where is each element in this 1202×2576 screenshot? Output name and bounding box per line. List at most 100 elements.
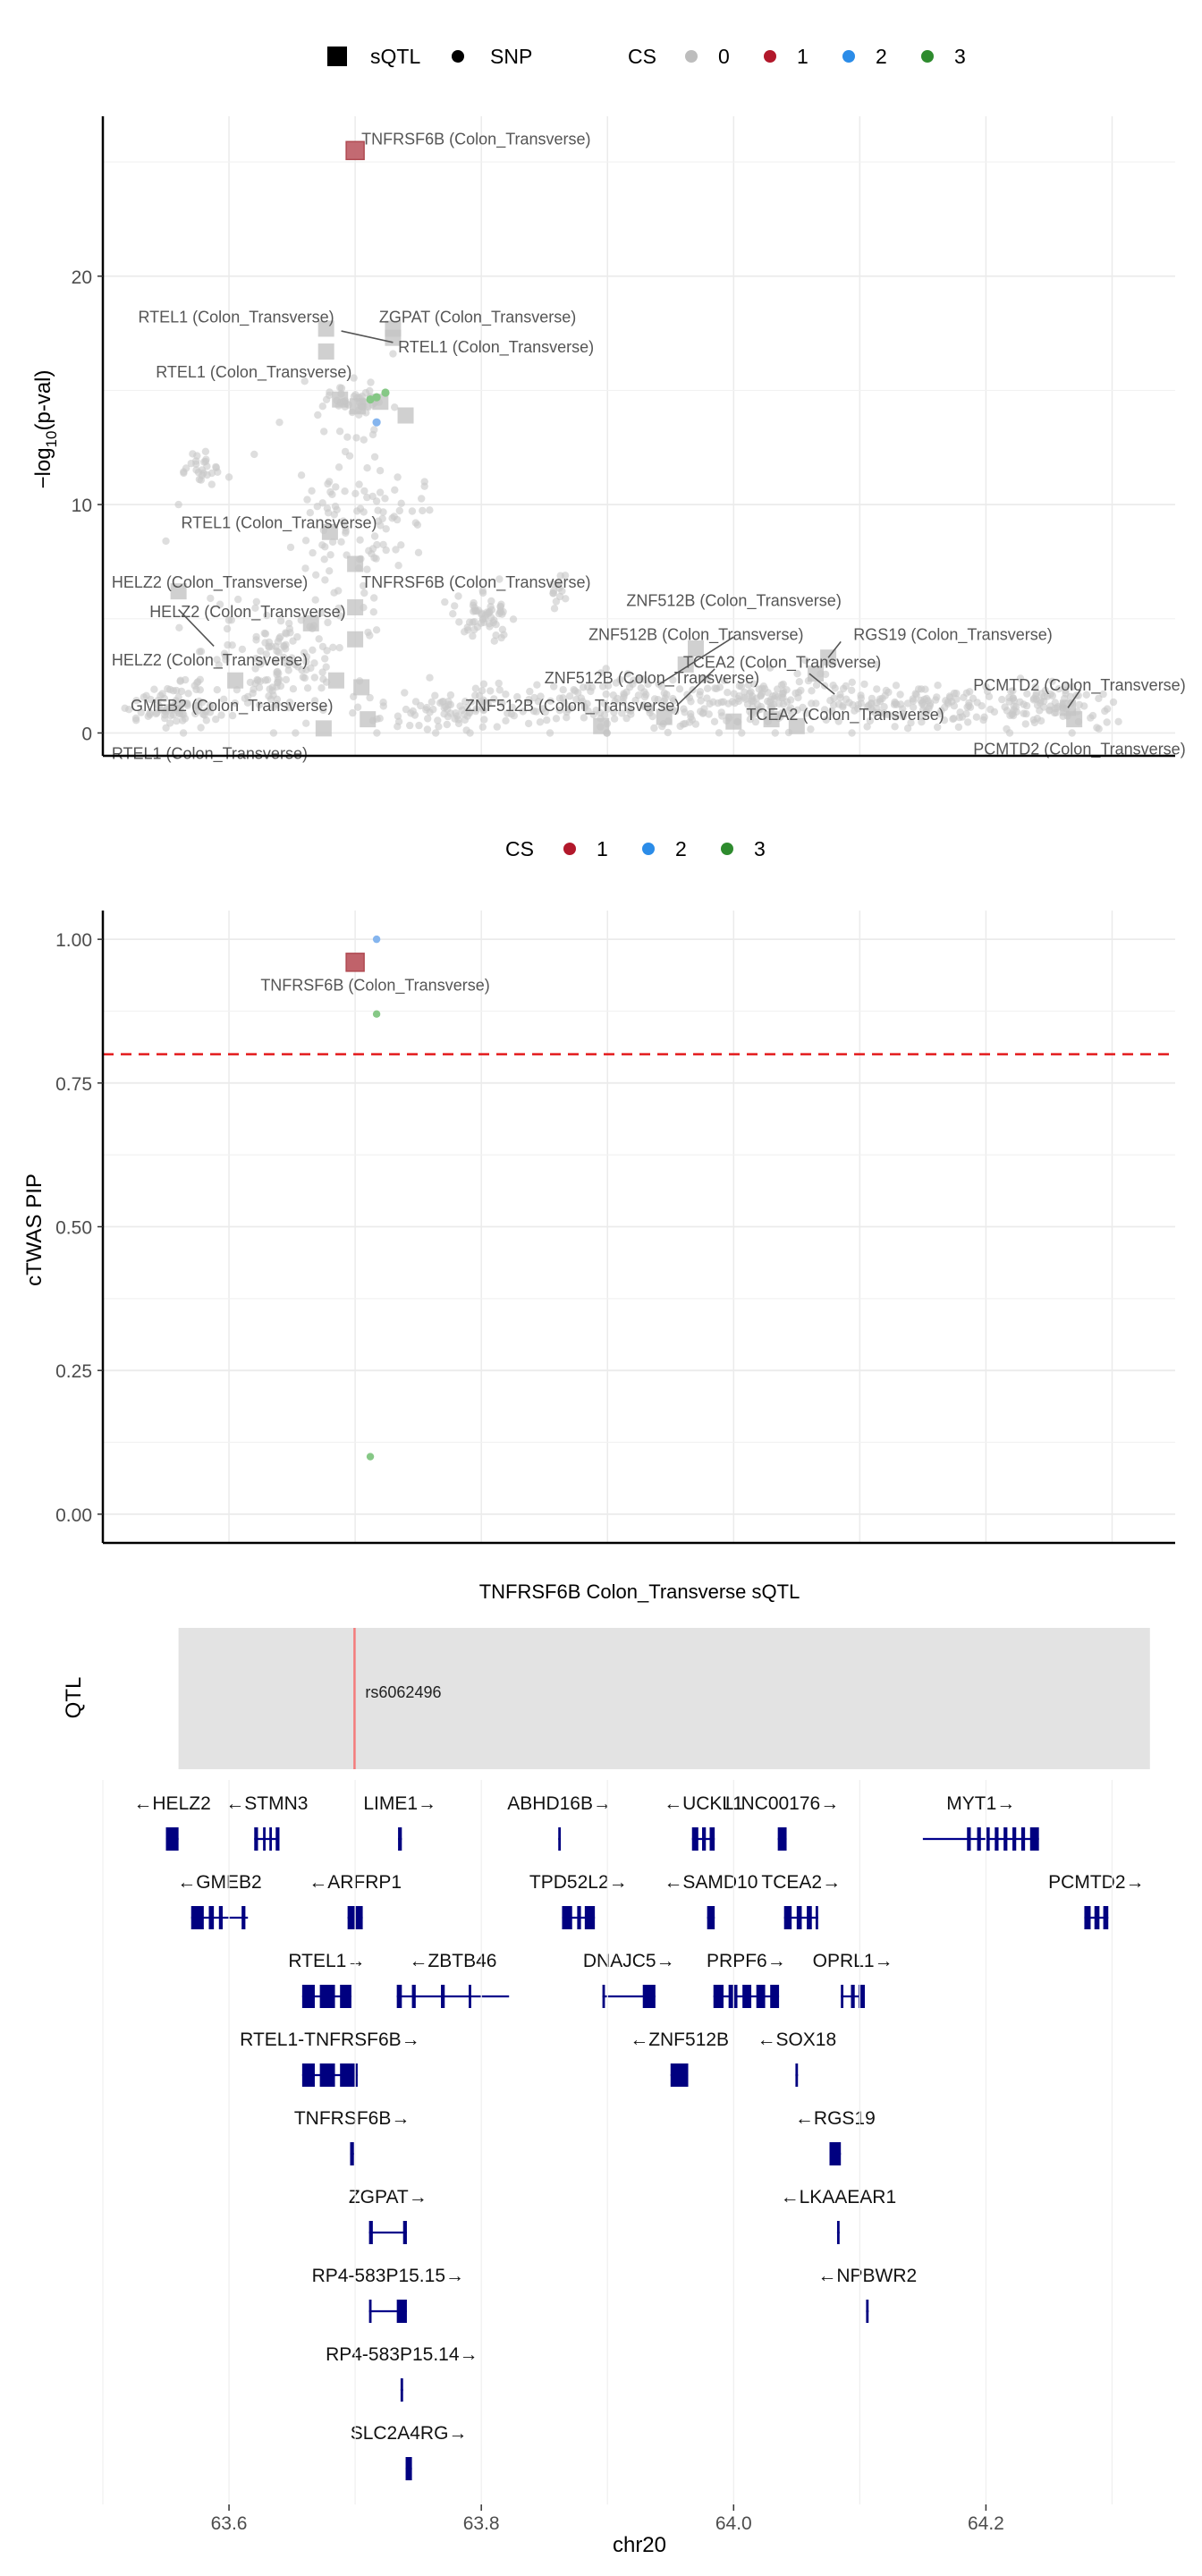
sqtl-point	[317, 343, 334, 360]
snp-point	[397, 541, 405, 549]
snp-point	[596, 708, 605, 716]
snp-point	[872, 660, 881, 669]
legend-square-icon	[327, 47, 347, 66]
snp-point	[786, 696, 795, 704]
snp-point	[496, 602, 504, 611]
snp-point	[191, 709, 199, 718]
sqtl-label: HELZ2 (Colon_Transverse)	[112, 573, 308, 592]
snp-point	[261, 630, 270, 638]
snp-point	[471, 707, 480, 716]
snp-point	[495, 679, 503, 688]
snp-point	[280, 641, 288, 650]
snp-point	[328, 490, 336, 498]
snp-point	[794, 693, 802, 702]
snp-point	[934, 723, 942, 732]
snp-point	[954, 723, 963, 732]
snp-point	[265, 642, 273, 650]
snp-point	[312, 571, 320, 579]
gene-label: ←STMN3	[225, 1793, 308, 1814]
legend-cs-2-label: 2	[675, 837, 687, 860]
snp-point	[565, 692, 574, 700]
snp-point	[1103, 705, 1112, 713]
cs-snp-point-2	[372, 418, 381, 427]
snp-point	[478, 687, 487, 695]
snp-point	[370, 532, 379, 540]
gene-label: ←GMEB2	[177, 1872, 262, 1893]
snp-point	[411, 519, 420, 527]
snp-point	[339, 517, 347, 525]
snp-point	[670, 697, 678, 705]
snp-point	[549, 589, 557, 597]
qtl-snp-label: rs6062496	[365, 1683, 441, 1701]
snp-point	[285, 657, 294, 666]
snp-point	[469, 631, 477, 640]
gene-exon	[795, 2063, 799, 2087]
snp-point	[799, 703, 807, 712]
snp-point	[365, 547, 373, 555]
snp-point	[351, 489, 360, 497]
snp-point	[787, 710, 796, 719]
snp-point	[306, 509, 314, 517]
snp-point	[536, 718, 545, 726]
snp-point	[222, 656, 230, 664]
snp-point	[848, 729, 856, 737]
gene-exon	[441, 1985, 445, 2008]
snp-point	[487, 687, 495, 695]
snp-point	[836, 693, 844, 702]
snp-point	[802, 709, 810, 717]
snp-point	[500, 631, 508, 639]
snp-point	[555, 707, 563, 715]
sqtl-point	[725, 713, 742, 730]
snp-point	[271, 657, 279, 665]
snp-point	[308, 487, 316, 495]
snp-point	[395, 506, 403, 515]
gene-exon	[836, 2221, 840, 2244]
qtl-track-title: TNFRSF6B Colon_Transverse sQTL	[479, 1580, 800, 1603]
gene-exon	[562, 1906, 572, 1929]
snp-point	[476, 698, 485, 706]
snp-point	[131, 714, 140, 723]
sqtl-point	[593, 717, 610, 734]
sqtl-point	[345, 953, 365, 972]
snp-point	[435, 723, 443, 731]
snp-point	[703, 684, 712, 692]
snp-point	[391, 486, 399, 494]
gene-exon	[368, 2300, 372, 2323]
snp-point	[394, 562, 402, 570]
snp-point	[406, 721, 414, 730]
gene-exon	[777, 1827, 787, 1851]
snp-point	[747, 688, 755, 696]
snp-point	[490, 637, 498, 645]
snp-point	[451, 715, 459, 723]
sqtl-point	[763, 711, 780, 728]
snp-point	[217, 711, 225, 719]
snp-point	[681, 708, 689, 716]
gene-exon	[368, 2221, 373, 2244]
snp-point	[343, 433, 351, 441]
gene-label: ←LKAAEAR1	[781, 2187, 897, 2207]
snp-point	[207, 480, 216, 488]
sqtl-label: TNFRSF6B (Colon_Transverse)	[361, 131, 590, 149]
snp-point	[741, 688, 749, 696]
snp-point	[317, 609, 326, 617]
snp-point	[648, 712, 656, 721]
qtl-background	[178, 1628, 1150, 1769]
snp-point	[213, 656, 221, 664]
snp-point	[801, 657, 809, 665]
snp-point	[965, 701, 973, 710]
legend-mid: CS 1 2 3	[505, 837, 766, 860]
snp-point	[892, 682, 901, 690]
snp-point	[376, 467, 385, 475]
gene-label: ←SOX18	[757, 2029, 836, 2050]
snp-point	[334, 604, 343, 613]
snp-point	[962, 709, 970, 718]
snp-point	[490, 695, 498, 703]
snp-point	[263, 611, 271, 620]
snp-point	[335, 644, 343, 652]
snp-point	[705, 710, 713, 718]
sqtl-label: ZNF512B (Colon_Transverse)	[545, 669, 759, 688]
snp-point	[155, 702, 164, 710]
legend-cs-1-dot	[764, 50, 776, 63]
snp-point	[669, 676, 677, 684]
snp-point	[828, 708, 836, 716]
